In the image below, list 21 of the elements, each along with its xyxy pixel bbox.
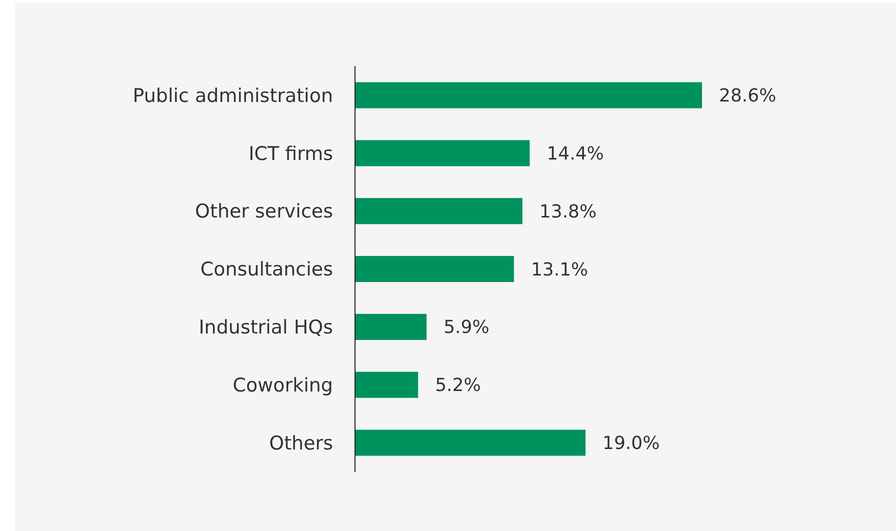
bar <box>355 372 418 398</box>
data-label: 13.1% <box>530 259 588 280</box>
bar <box>355 430 586 456</box>
data-label: 5.2% <box>435 375 481 396</box>
y-tick-label: Coworking <box>232 374 333 396</box>
bar <box>355 140 530 166</box>
data-label: 14.4% <box>546 143 604 164</box>
y-tick-label: Others <box>269 432 333 454</box>
bar <box>355 314 427 340</box>
y-tick-label: ICT firms <box>248 142 333 165</box>
bar <box>355 198 522 224</box>
y-tick-label: Other services <box>195 200 333 223</box>
bar <box>355 82 702 108</box>
bar <box>355 256 514 282</box>
data-label: 19.0% <box>602 433 660 454</box>
y-tick-label: Industrial HQs <box>198 316 333 339</box>
data-label: 5.9% <box>444 317 490 338</box>
y-tick-label: Public administration <box>132 84 333 107</box>
data-label: 28.6% <box>719 86 776 107</box>
y-tick-label: Consultancies <box>200 258 333 281</box>
data-label: 13.8% <box>539 201 597 222</box>
